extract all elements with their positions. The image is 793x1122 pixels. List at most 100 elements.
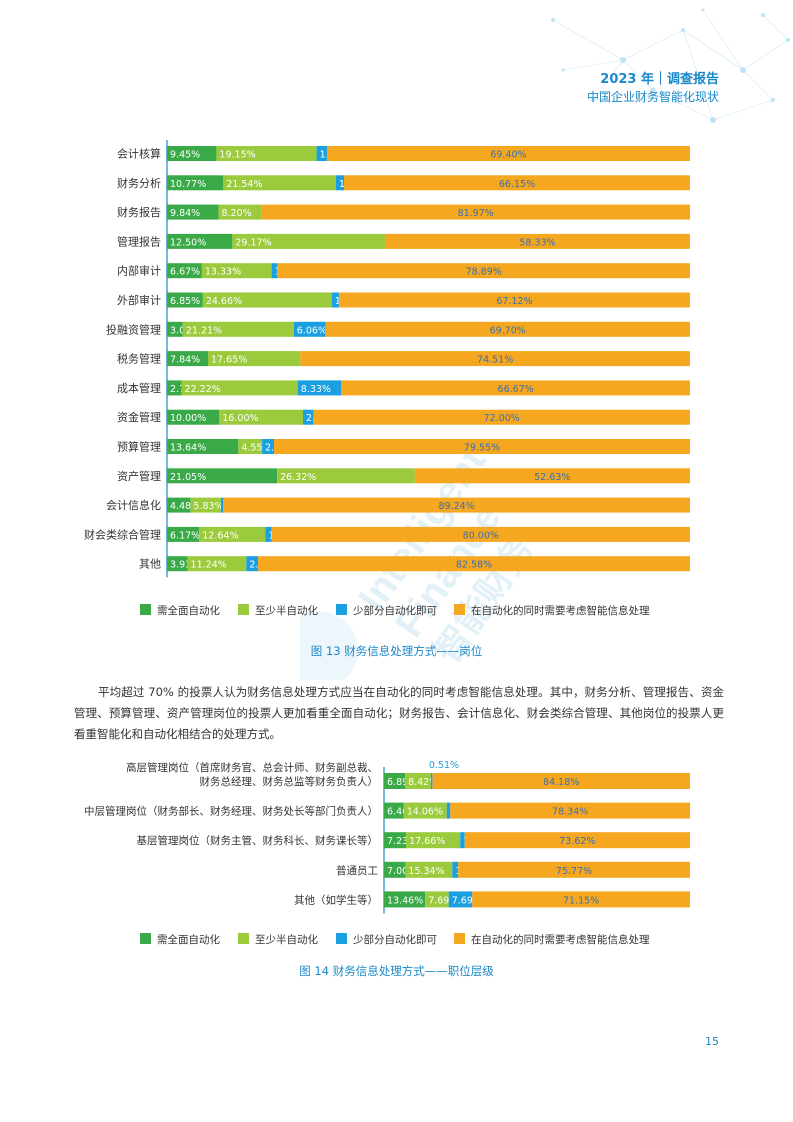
network-decoration <box>551 8 790 123</box>
data-label: 72.00% <box>484 413 520 424</box>
data-label: 66.15% <box>499 179 535 190</box>
bar-segment <box>167 556 188 572</box>
legend-item: 少部分自动化即可 <box>336 932 437 947</box>
bar-segment <box>405 861 453 878</box>
category-label: 会计核算 <box>117 147 161 161</box>
data-label: 14.06% <box>407 807 443 818</box>
data-label: 6.89% <box>387 777 417 788</box>
bar-segment <box>384 802 404 819</box>
data-label: 22.22% <box>185 384 221 395</box>
data-label: 12.50% <box>170 237 206 248</box>
data-label: 11.24% <box>191 560 227 571</box>
data-label: 69.70% <box>490 325 526 336</box>
bar-segment <box>384 773 406 789</box>
category-label: 普通员工 <box>336 864 378 877</box>
bar-segment <box>220 497 224 513</box>
category-label: 资金管理 <box>117 410 161 424</box>
data-label: 12.64% <box>202 530 238 541</box>
data-label: 6.17% <box>170 530 200 541</box>
legend-label: 少部分自动化即可 <box>353 605 437 617</box>
data-label: 13.33% <box>205 267 241 278</box>
legend-label: 在自动化的同时需要考虑智能信息处理 <box>471 605 650 617</box>
bar-segment <box>384 861 406 878</box>
data-label: 21.21% <box>186 325 222 336</box>
category-label: 基层管理岗位（财务主管、财务科长、财务课长等） <box>137 834 379 847</box>
data-label: 80.00% <box>463 530 499 541</box>
bar-segment <box>201 263 272 279</box>
data-label: 7.69% <box>452 895 482 906</box>
legend-swatch <box>454 933 465 944</box>
bar-segment <box>325 321 690 337</box>
bar-segment <box>464 832 690 849</box>
bar-segment <box>452 861 459 878</box>
bar-segment <box>293 321 326 337</box>
bar-segment <box>246 556 259 572</box>
bar-segment <box>446 802 451 819</box>
legend-item: 需全面自动化 <box>140 932 220 947</box>
bar-segment <box>430 773 433 789</box>
legend-item: 在自动化的同时需要考虑智能信息处理 <box>454 932 650 947</box>
chart-job-levels: 高层管理岗位（首席财务官、总会计师、财务副总裁、财务总经理、财务总监等财务负责人… <box>84 760 691 914</box>
data-label: 78.89% <box>466 267 502 278</box>
bar-segment <box>313 409 690 425</box>
bar-segment <box>208 351 301 367</box>
data-label: 16.00% <box>222 413 258 424</box>
data-label: 4.55% <box>241 443 271 454</box>
bar-segment <box>187 556 247 572</box>
data-label: 26.32% <box>280 472 316 483</box>
bar-segment <box>331 292 339 308</box>
data-label: 10.00% <box>170 413 206 424</box>
data-label: 15.34% <box>408 866 444 877</box>
bar-segment <box>341 380 690 396</box>
page-number: 15 <box>705 1035 719 1048</box>
category-label: 财务总经理、财务总监等财务负责人） <box>200 775 379 788</box>
data-label: 17.66% <box>409 836 445 847</box>
legend-item: 至少半自动化 <box>238 932 318 947</box>
data-label: 69.40% <box>490 150 526 161</box>
category-label: 预算管理 <box>117 440 161 454</box>
data-label: 81.97% <box>458 208 494 219</box>
data-label: 89.24% <box>439 501 475 512</box>
bar-segment <box>460 832 465 849</box>
data-label: 13.46% <box>387 895 423 906</box>
category-label: 财务分析 <box>117 176 161 190</box>
bar-segment <box>297 380 342 396</box>
bar-segment <box>414 468 690 484</box>
legend-item: 需全面自动化 <box>140 603 220 618</box>
data-label: 3.93% <box>170 560 200 571</box>
legend-swatch <box>454 604 465 615</box>
legend-label: 至少半自动化 <box>255 934 318 946</box>
category-label: 税务管理 <box>117 352 161 366</box>
bar-segment <box>216 146 317 161</box>
data-label: 4.48% <box>170 501 200 512</box>
data-label: 71.15% <box>563 895 599 906</box>
bar-segment <box>223 497 691 513</box>
category-label: 内部审计 <box>117 264 161 278</box>
legend-label: 至少半自动化 <box>255 605 318 617</box>
category-label: 财务报告 <box>117 205 161 219</box>
data-label: 8.42% <box>408 777 438 788</box>
bar-segment <box>344 175 690 191</box>
bar-segment <box>458 861 690 878</box>
bar-segment <box>271 263 278 279</box>
data-label: 21.05% <box>170 472 206 483</box>
bar-segment <box>277 468 415 484</box>
figure-caption-13: 图 13 财务信息处理方式——岗位 <box>310 644 483 658</box>
bar-segment <box>167 146 217 161</box>
bar-segment <box>405 773 431 789</box>
legend-swatch <box>140 933 151 944</box>
bar-segment <box>199 526 266 542</box>
bar-segment <box>167 351 209 367</box>
bar-segment <box>167 204 219 220</box>
report-subtitle: 中国企业财务智能化现状 <box>586 90 719 104</box>
category-label: 会计信息化 <box>106 498 161 512</box>
bar-segment <box>218 204 262 220</box>
category-label: 财会类综合管理 <box>84 527 161 541</box>
bar-segment <box>167 175 224 191</box>
bar-segment <box>167 321 183 337</box>
data-label: 52.63% <box>534 472 570 483</box>
data-label: 8.33% <box>301 384 331 395</box>
bar-segment <box>190 497 221 513</box>
data-label: 7.84% <box>170 355 200 366</box>
data-label: 29.17% <box>235 237 271 248</box>
